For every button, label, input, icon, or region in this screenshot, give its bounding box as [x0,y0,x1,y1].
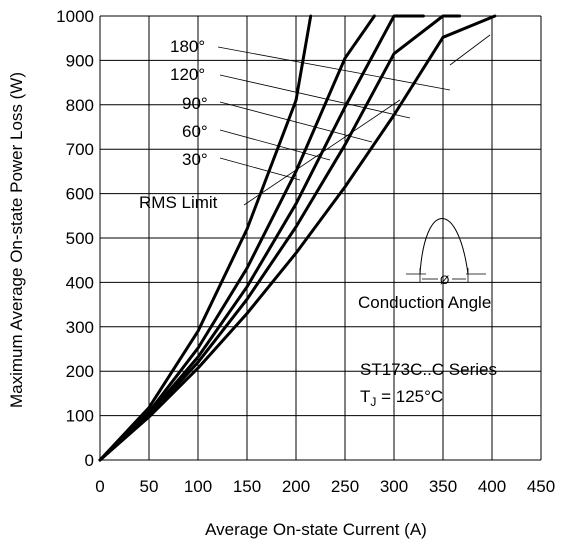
x-tick-label-2: 100 [184,477,212,496]
leader-line-1 [219,74,411,119]
conduction-angle-label: Conduction Angle [358,293,491,312]
leader-lines [217,34,491,206]
legend-label-30: 30° [182,150,208,169]
leader-line-4 [219,157,301,181]
curves [98,14,497,462]
leader-line-6 [449,34,491,66]
x-axis-title: Average On-state Current (A) [205,520,427,539]
grid [99,15,542,461]
series-line-2 [98,14,425,462]
legend-label-90: 90° [182,94,208,113]
leader-line-0 [217,46,451,91]
y-tick-labels: 0 100 200 300 400 500 600 700 800 900 1000 [56,7,94,470]
leader-line-5 [243,99,401,206]
series-line-1 [98,14,462,462]
y-tick-label-9: 900 [66,51,94,70]
half-sine-wave-icon [419,218,469,275]
x-tick-label-0: 0 [95,477,104,496]
series-label: ST173C..C Series [360,360,497,379]
series-line-0 [98,14,497,462]
tj-suffix: = 125°C [376,387,443,406]
leader-line-2 [219,101,373,143]
y-axis-title: Maximum Average On-state Power Loss (W) [7,72,26,408]
y-tick-label-4: 400 [66,273,94,292]
y-tick-label-0: 0 [85,451,94,470]
rms-limit-label: RMS Limit [139,193,218,212]
tj-subscript: J [370,395,376,409]
legend-label-180: 180° [170,37,205,56]
legend-label-60: 60° [182,122,208,141]
conduction-angle-inset: Ø [406,218,486,287]
x-tick-labels: 0 50 100 150 200 250 300 350 400 450 [95,477,555,496]
x-tick-label-9: 450 [527,477,555,496]
tj-prefix: T [360,387,370,406]
y-tick-label-6: 600 [66,185,94,204]
x-tick-label-3: 150 [233,477,261,496]
legend-label-120: 120° [170,65,205,84]
x-tick-label-5: 250 [331,477,359,496]
series-line-4 [98,14,313,462]
leader-line-3 [219,129,331,161]
tj-label: TJ = 125°C [360,387,443,409]
y-tick-label-10: 1000 [56,7,94,26]
x-tick-label-1: 50 [140,477,159,496]
series-line-3 [98,14,376,462]
y-tick-label-8: 800 [66,96,94,115]
y-tick-label-1: 100 [66,407,94,426]
y-tick-label-5: 500 [66,229,94,248]
phi-label: Ø [440,273,449,287]
y-tick-label-2: 200 [66,362,94,381]
x-tick-label-7: 350 [429,477,457,496]
y-tick-label-7: 700 [66,140,94,159]
x-tick-label-8: 400 [478,477,506,496]
x-tick-label-6: 300 [380,477,408,496]
x-tick-label-4: 200 [282,477,310,496]
y-tick-label-3: 300 [66,318,94,337]
